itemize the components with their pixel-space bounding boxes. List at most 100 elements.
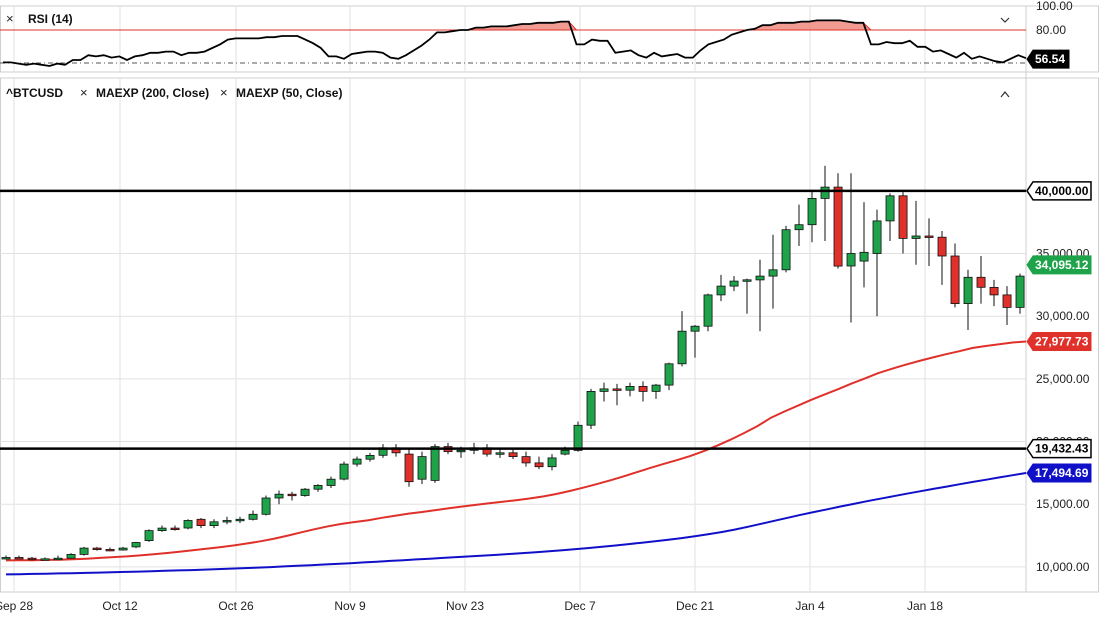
x-tick-label: Dec 21 (676, 599, 714, 613)
price-badge-bg (1026, 49, 1070, 69)
candle-body (599, 388, 609, 392)
x-tick-label: Nov 23 (446, 599, 484, 613)
candle-body (833, 186, 843, 267)
candle-body (768, 269, 778, 277)
y-tick-label: 30,000.00 (1036, 309, 1090, 323)
price-panel-frame (0, 77, 1099, 593)
x-tick-label: Jan 4 (795, 599, 825, 613)
price-badge-label: 19,432.43 (1035, 442, 1089, 456)
candle-body (404, 453, 414, 483)
price-badge-bg (1026, 255, 1092, 275)
candle-body (261, 497, 271, 515)
candle-body (430, 446, 440, 481)
candle-body (183, 520, 193, 529)
x-tick-label: Oct 12 (102, 599, 138, 613)
price-y-axis: 10,000.0015,000.0020,000.0025,000.0030,0… (1036, 247, 1090, 574)
candle-body (274, 493, 284, 499)
y-tick-label: 10,000.00 (1036, 560, 1090, 574)
candle-body (222, 520, 232, 523)
candle-body (560, 449, 570, 455)
candle-body (352, 458, 362, 465)
candle-body (131, 542, 141, 548)
price-badge-bg (1026, 181, 1092, 201)
candle-body (235, 518, 245, 522)
candle-body (963, 276, 973, 304)
svg-text:×: × (80, 85, 88, 100)
candle-body (755, 275, 765, 281)
rsi-close-icon[interactable]: × (6, 11, 14, 26)
price-grid (0, 78, 1026, 592)
candle-body (638, 385, 648, 392)
candle-body (911, 235, 921, 239)
x-tick-label: Nov 9 (334, 599, 366, 613)
price-badge-bg (1026, 438, 1092, 459)
candle-body (937, 236, 947, 257)
candle-body (664, 363, 674, 386)
candle-body (196, 518, 206, 526)
candle-body (677, 330, 687, 365)
price-badge-label: 40,000.00 (1035, 184, 1089, 198)
legend-close-icon-2[interactable]: × (220, 85, 228, 100)
candle-body (248, 513, 258, 520)
candle-body (157, 527, 167, 531)
x-tick-label: Dec 7 (564, 599, 596, 613)
rsi-series-line (3, 19, 1027, 67)
price-badges: 40,000.00 19,432.43 34,095.12 27,977.73 17,4… (1026, 49, 1092, 483)
rsi-line (3, 19, 1027, 67)
candle-body (742, 279, 752, 282)
candle-body (534, 462, 544, 468)
candle-body (40, 558, 50, 561)
candle-body (417, 456, 427, 480)
horizontal-levels (0, 189, 1026, 450)
candle-body (53, 557, 63, 561)
candle-body (92, 547, 102, 550)
candle-body (300, 488, 310, 496)
candle-body (612, 388, 622, 391)
moving-average-lines (5, 340, 1027, 576)
price-badge-label: 56.54 (1035, 52, 1065, 66)
candle-body (521, 456, 531, 464)
candle-body (287, 493, 297, 497)
candle-body (365, 454, 375, 460)
rsi-y-axis: 100.00 80.00 (1036, 0, 1073, 37)
x-tick-label: Sep 28 (0, 599, 33, 613)
candle-body (105, 549, 115, 552)
x-axis: Sep 28 Oct 12 Oct 26 Nov 9 Nov 23 Dec 7 Dec 21… (0, 599, 943, 613)
candle-body (820, 186, 830, 199)
candle-body (872, 220, 882, 254)
ma-line (5, 472, 1027, 576)
candle-body (118, 547, 128, 551)
y-tick-label: 25,000.00 (1036, 372, 1090, 386)
legend-close-icon-1[interactable]: × (80, 85, 88, 100)
rsi-collapse-icon[interactable] (1000, 17, 1010, 23)
candle-body (690, 325, 700, 332)
price-badge-bg (1026, 463, 1092, 483)
candle-body (859, 251, 869, 262)
ma-line (5, 340, 1027, 562)
candle-body (313, 484, 323, 490)
candle-body (885, 195, 895, 222)
price-badge-label: 27,977.73 (1035, 335, 1089, 349)
x-tick-label: Oct 26 (218, 599, 254, 613)
rsi-grid (0, 6, 1026, 72)
candle-body (209, 521, 219, 526)
candle-body (1002, 294, 1012, 308)
legend-ma50: MAEXP (50, Close) (236, 86, 342, 100)
candle-body (976, 276, 986, 288)
price-collapse-icon[interactable] (1000, 91, 1010, 98)
candle-body (495, 452, 505, 455)
candle-body (547, 457, 557, 468)
candle-body (586, 390, 596, 426)
candle-body (716, 285, 726, 296)
rsi-level-label: 100.00 (1036, 0, 1073, 13)
legend-ma200: MAEXP (200, Close) (96, 86, 209, 100)
candle-body (950, 255, 960, 304)
candle-body (794, 224, 804, 231)
candle-body (989, 286, 999, 296)
candle-body (27, 557, 37, 561)
candle-body (573, 424, 583, 451)
candle-body (846, 253, 856, 267)
candle-body (326, 478, 336, 486)
candle-body (144, 530, 154, 541)
